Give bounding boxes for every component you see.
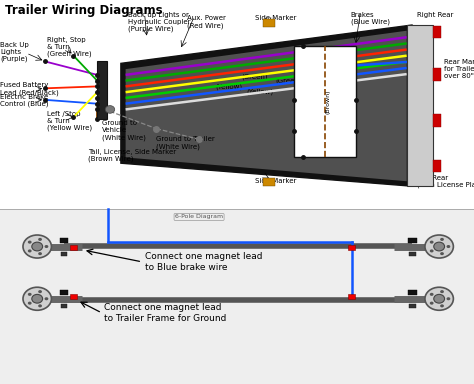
Text: (Brown): (Brown) xyxy=(326,89,331,114)
Text: Ground to
Vehicle
(White Wire): Ground to Vehicle (White Wire) xyxy=(102,120,146,141)
Circle shape xyxy=(434,295,445,303)
Circle shape xyxy=(447,297,450,300)
Circle shape xyxy=(440,252,444,255)
Circle shape xyxy=(28,293,32,296)
Bar xyxy=(70,245,77,250)
Bar xyxy=(60,290,68,295)
Circle shape xyxy=(38,305,42,308)
Text: 6-Pole Diagram: 6-Pole Diagram xyxy=(175,214,223,220)
Circle shape xyxy=(425,287,453,310)
Text: (Green): (Green) xyxy=(275,78,301,84)
Text: Back up Lights or
Hydraulic Coupler
(Purple Wire): Back up Lights or Hydraulic Coupler (Pur… xyxy=(128,12,191,32)
Circle shape xyxy=(38,252,42,255)
Circle shape xyxy=(430,241,434,244)
Polygon shape xyxy=(121,25,412,186)
Bar xyxy=(60,237,68,243)
Text: Right Rear: Right Rear xyxy=(417,12,454,18)
Circle shape xyxy=(45,245,48,248)
Text: Connect one magnet lead
to Trailer Frame for Ground: Connect one magnet lead to Trailer Frame… xyxy=(104,303,227,323)
Circle shape xyxy=(32,242,43,251)
Bar xyxy=(348,245,355,250)
Circle shape xyxy=(32,295,43,303)
Text: Side Marker: Side Marker xyxy=(255,178,296,184)
Circle shape xyxy=(38,238,42,241)
Circle shape xyxy=(430,249,434,252)
Bar xyxy=(348,294,355,299)
Circle shape xyxy=(28,241,32,244)
Circle shape xyxy=(38,290,42,293)
Text: Left Rear
(with License Plate Bracket): Left Rear (with License Plate Bracket) xyxy=(417,175,474,188)
Bar xyxy=(409,252,416,256)
Text: Aux. Power
(Red Wire): Aux. Power (Red Wire) xyxy=(187,15,226,29)
Text: Rear Markers
for Trailers
over 80" wide: Rear Markers for Trailers over 80" wide xyxy=(444,59,474,79)
Text: Side Marker: Side Marker xyxy=(255,15,296,22)
Bar xyxy=(433,160,441,172)
Circle shape xyxy=(440,238,444,241)
Text: Connect one magnet lead
to Blue brake wire: Connect one magnet lead to Blue brake wi… xyxy=(145,252,262,271)
Bar xyxy=(409,304,416,308)
Text: Fused Battery
Lead (Red/Black): Fused Battery Lead (Red/Black) xyxy=(0,82,59,96)
Circle shape xyxy=(447,245,450,248)
Bar xyxy=(263,19,275,27)
Circle shape xyxy=(45,297,48,300)
Bar xyxy=(408,237,417,243)
Bar xyxy=(294,46,356,157)
Circle shape xyxy=(434,242,445,251)
Text: Trailer Wiring Diagrams: Trailer Wiring Diagrams xyxy=(5,4,163,17)
Text: Brakes
(Blue Wire): Brakes (Blue Wire) xyxy=(351,12,390,25)
Bar xyxy=(61,304,67,308)
Circle shape xyxy=(440,305,444,308)
Circle shape xyxy=(28,301,32,305)
Text: Tail, License, Side Marker
(Brown Wire): Tail, License, Side Marker (Brown Wire) xyxy=(88,149,176,162)
Circle shape xyxy=(430,293,434,296)
Circle shape xyxy=(23,287,51,310)
Text: Ground to Trailer
(White Wire): Ground to Trailer (White Wire) xyxy=(156,136,215,150)
Polygon shape xyxy=(126,31,407,181)
Text: Back Up
Lights
(Purple): Back Up Lights (Purple) xyxy=(0,41,29,62)
Text: Electric Brake
Control (Blue): Electric Brake Control (Blue) xyxy=(0,94,48,108)
Circle shape xyxy=(105,106,115,113)
Bar xyxy=(433,26,441,38)
Bar xyxy=(263,178,275,186)
Bar xyxy=(408,290,417,295)
Bar xyxy=(0,209,474,384)
Circle shape xyxy=(440,290,444,293)
Bar xyxy=(433,114,441,127)
Circle shape xyxy=(430,301,434,305)
Text: (Yellow): (Yellow) xyxy=(216,84,243,90)
Text: (Brown): (Brown) xyxy=(317,90,324,118)
Circle shape xyxy=(28,249,32,252)
Circle shape xyxy=(425,235,453,258)
Bar xyxy=(433,68,441,81)
Bar xyxy=(61,252,67,256)
Bar xyxy=(407,25,433,186)
Circle shape xyxy=(23,235,51,258)
Text: Left /Stop
& Turn
(Yellow Wire): Left /Stop & Turn (Yellow Wire) xyxy=(47,111,92,131)
Text: (Green): (Green) xyxy=(242,74,268,80)
Text: Right, Stop
& Turn
(Green Wire): Right, Stop & Turn (Green Wire) xyxy=(47,36,92,57)
Text: (Yellow): (Yellow) xyxy=(246,89,273,95)
Bar xyxy=(70,294,77,299)
Bar xyxy=(97,61,107,119)
